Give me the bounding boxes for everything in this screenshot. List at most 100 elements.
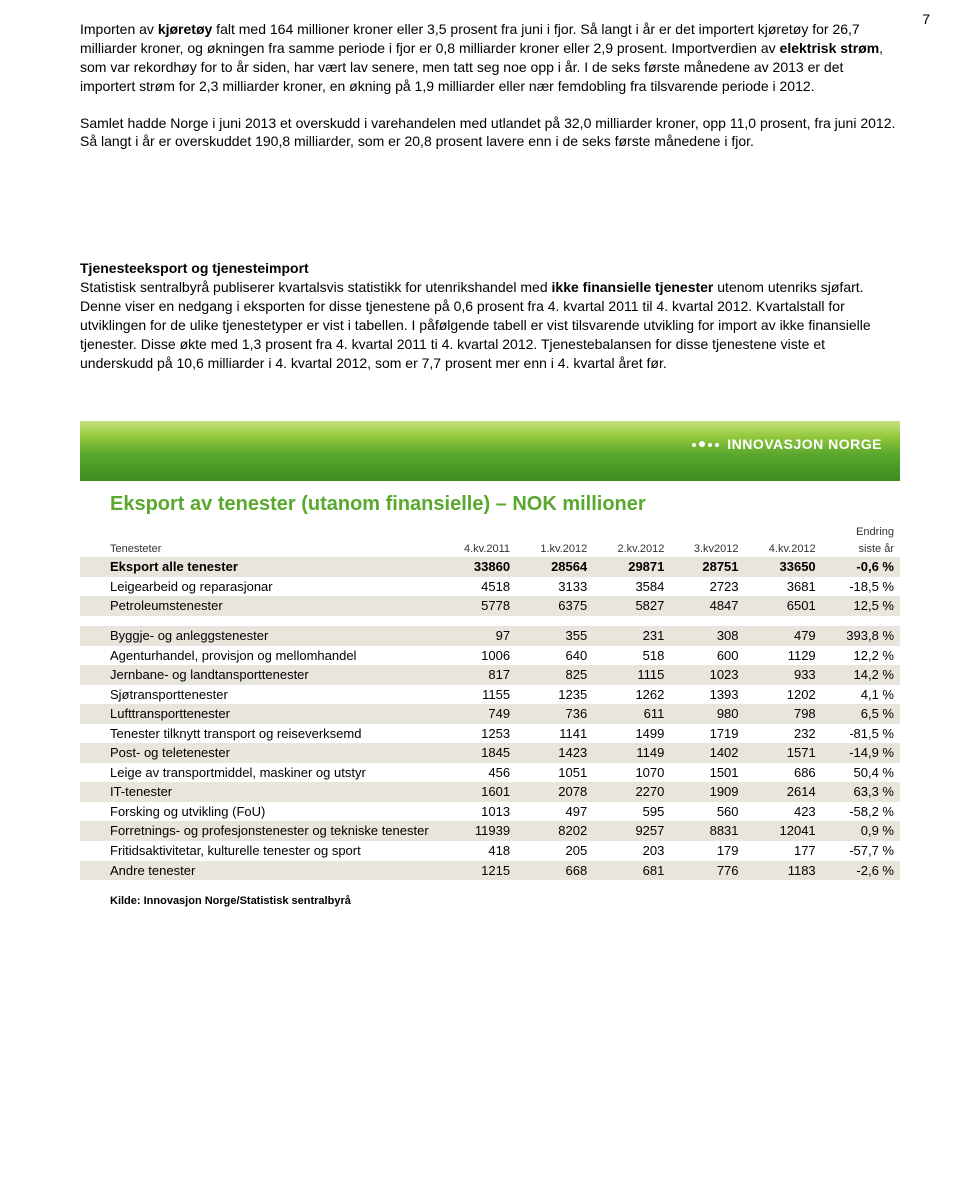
cell-value: 418 [440,841,516,861]
table-row: Leigearbeid og reparasjonar4518313335842… [80,577,900,597]
cell-value: 28751 [670,557,744,577]
cell-value: -81,5 % [822,724,900,744]
table-row: Sjøtransporttenester11551235126213931202… [80,685,900,705]
cell-value: 4847 [670,596,744,616]
row-label: Post- og teletenester [80,743,440,763]
col-header: 2.kv.2012 [593,541,670,558]
cell-value: 6,5 % [822,704,900,724]
cell-value: 1253 [440,724,516,744]
cell-value: -57,7 % [822,841,900,861]
table-row: Leige av transportmiddel, maskiner og ut… [80,763,900,783]
table-row: Eksport alle tenester3386028564298712875… [80,557,900,577]
cell-value: 1601 [440,782,516,802]
row-label: Leige av transportmiddel, maskiner og ut… [80,763,440,783]
cell-value: 12,2 % [822,646,900,666]
cell-value: 4518 [440,577,516,597]
cell-value: 595 [593,802,670,822]
table-row: IT-tenester1601207822701909261463,3 % [80,782,900,802]
cell-value: 1845 [440,743,516,763]
cell-value: 560 [670,802,744,822]
paragraph-2: Samlet hadde Norge i juni 2013 et oversk… [80,114,900,152]
cell-value: 308 [670,626,744,646]
cell-value: 1141 [516,724,593,744]
cell-value: 1013 [440,802,516,822]
paragraph-1: Importen av kjøretøy falt med 164 millio… [80,20,900,96]
cell-value: -2,6 % [822,861,900,881]
table-row: Fritidsaktivitetar, kulturelle tenester … [80,841,900,861]
bold-term-kjoretoy: kjøretøy [158,21,212,37]
cell-value: 1262 [593,685,670,705]
cell-value: 1393 [670,685,744,705]
cell-value: -58,2 % [822,802,900,822]
table-row: Post- og teletenester1845142311491402157… [80,743,900,763]
cell-value: 5778 [440,596,516,616]
cell-value: 1129 [745,646,822,666]
cell-value: 2723 [670,577,744,597]
col-header-change-bottom: siste år [822,541,900,558]
cell-value: 2614 [745,782,822,802]
cell-value: 12,5 % [822,596,900,616]
cell-value: 640 [516,646,593,666]
table-header-row-1: Endring [80,524,900,541]
table-row [80,616,900,626]
paragraph-3: Tjenesteeksport og tjenesteimport Statis… [80,259,900,372]
row-label: IT-tenester [80,782,440,802]
col-header: 4.kv.2011 [440,541,516,558]
row-label: Lufttransporttenester [80,704,440,724]
cell-value: 1183 [745,861,822,881]
cell-value: 749 [440,704,516,724]
row-label: Andre tenester [80,861,440,881]
cell-value: 9257 [593,821,670,841]
cell-value: 5827 [593,596,670,616]
cell-value: 1571 [745,743,822,763]
table-row: Forretnings- og profesjonstenester og te… [80,821,900,841]
cell-value: 1006 [440,646,516,666]
cell-value: 14,2 % [822,665,900,685]
table-row: Forsking og utvikling (FoU)1013497595560… [80,802,900,822]
banner-logo: INNOVASJON NORGE [692,435,882,454]
col-header: 1.kv.2012 [516,541,593,558]
cell-value: 11939 [440,821,516,841]
export-table: Endring Tenesteter 4.kv.2011 1.kv.2012 2… [80,524,900,880]
cell-value: 8202 [516,821,593,841]
cell-value: 736 [516,704,593,724]
bold-term-ikke-finansielle: ikke finansielle tjenester [552,279,714,295]
table-row: Andre tenester12156686817761183-2,6 % [80,861,900,881]
cell-value: 28564 [516,557,593,577]
cell-value: 980 [670,704,744,724]
cell-value: 1909 [670,782,744,802]
cell-value: 456 [440,763,516,783]
cell-value: 179 [670,841,744,861]
cell-value: -14,9 % [822,743,900,763]
cell-value: 8831 [670,821,744,841]
cell-value: 6501 [745,596,822,616]
cell-value: 50,4 % [822,763,900,783]
cell-value: 12041 [745,821,822,841]
cell-value: 798 [745,704,822,724]
cell-value: 2078 [516,782,593,802]
cell-value: 1115 [593,665,670,685]
table-row: Byggje- og anleggstenester97355231308479… [80,626,900,646]
cell-value: 1501 [670,763,744,783]
cell-value: 1155 [440,685,516,705]
cell-value: 518 [593,646,670,666]
cell-value: 479 [745,626,822,646]
cell-value: 1719 [670,724,744,744]
table-row: Lufttransporttenester7497366119807986,5 … [80,704,900,724]
text: Importverdien av [667,40,779,56]
cell-value: 33650 [745,557,822,577]
cell-value: 203 [593,841,670,861]
cell-value: 817 [440,665,516,685]
cell-value: 3681 [745,577,822,597]
cell-value: 681 [593,861,670,881]
row-label: Forretnings- og profesjonstenester og te… [80,821,440,841]
table-title: Eksport av tenester (utanom finansielle)… [80,487,900,524]
cell-value: 33860 [440,557,516,577]
cell-value: 611 [593,704,670,724]
cell-value: 97 [440,626,516,646]
cell-value: -18,5 % [822,577,900,597]
cell-value: 668 [516,861,593,881]
table-header-row-2: Tenesteter 4.kv.2011 1.kv.2012 2.kv.2012… [80,541,900,558]
cell-value: 1215 [440,861,516,881]
row-label: Eksport alle tenester [80,557,440,577]
